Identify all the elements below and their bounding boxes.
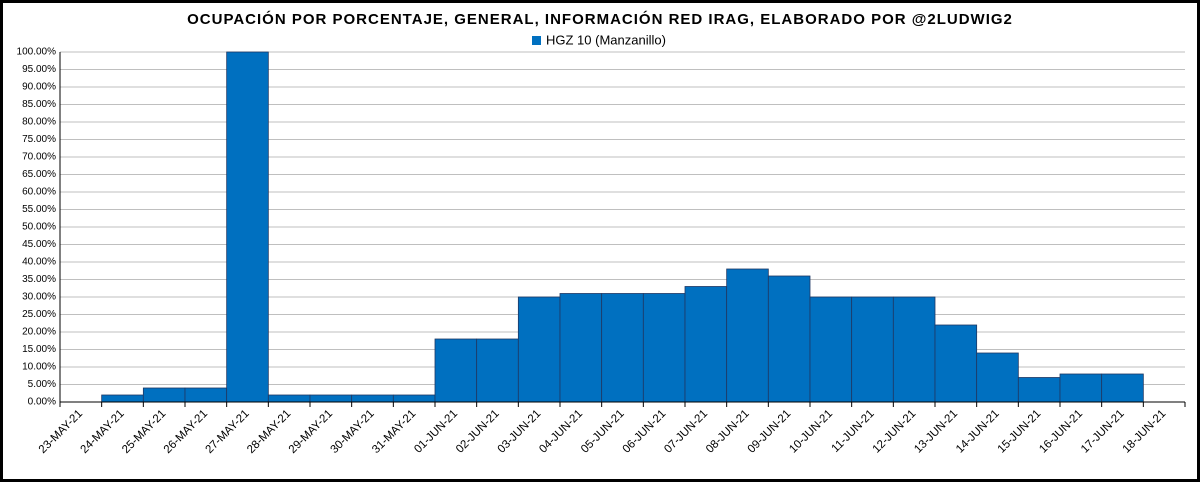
y-tick-label: 50.00% (22, 222, 56, 233)
bar (934, 324, 978, 403)
y-tick-label: 75.00% (22, 134, 56, 145)
bar (226, 51, 269, 403)
bar (267, 394, 311, 403)
bar (184, 387, 228, 403)
y-tick-label: 0.00% (28, 397, 56, 408)
y-tick-label: 100.00% (17, 47, 57, 58)
y-tick-label: 85.00% (22, 99, 56, 110)
y-tick-label: 10.00% (22, 362, 56, 373)
bar (392, 394, 436, 403)
y-tick-label: 35.00% (22, 274, 56, 285)
legend-label: HGZ 10 (Manzanillo) (546, 32, 666, 47)
y-tick-label: 55.00% (22, 204, 56, 215)
bar (1059, 373, 1103, 403)
legend-swatch (532, 36, 541, 45)
bar (601, 293, 644, 403)
bar (476, 338, 519, 403)
bar (434, 338, 478, 403)
bar (1101, 373, 1144, 403)
y-tick-label: 15.00% (22, 344, 56, 355)
bar (351, 394, 394, 403)
bar (767, 275, 811, 403)
bar (851, 296, 894, 403)
bar (559, 293, 603, 403)
bar (684, 286, 728, 403)
y-tick-label: 45.00% (22, 239, 56, 250)
y-tick-label: 80.00% (22, 117, 56, 128)
bar (142, 387, 186, 403)
y-tick-label: 40.00% (22, 257, 56, 268)
chart-title: OCUPACIÓN POR PORCENTAJE, GENERAL, INFOR… (187, 10, 1013, 28)
y-tick-label: 5.00% (28, 379, 56, 390)
y-tick-label: 95.00% (22, 64, 56, 75)
y-tick-label: 70.00% (22, 152, 56, 163)
bar (309, 394, 353, 403)
bar (517, 296, 561, 403)
y-tick-label: 30.00% (22, 292, 56, 303)
y-tick-label: 90.00% (22, 82, 56, 93)
bar (101, 394, 144, 403)
bar (642, 293, 686, 403)
y-tick-label: 20.00% (22, 327, 56, 338)
bar (809, 296, 853, 403)
bar (892, 296, 936, 403)
bar (1017, 377, 1061, 403)
y-tick-label: 25.00% (22, 309, 56, 320)
bar (726, 268, 769, 403)
y-tick-label: 60.00% (22, 187, 56, 198)
y-tick-label: 65.00% (22, 169, 56, 180)
bar (976, 352, 1019, 403)
